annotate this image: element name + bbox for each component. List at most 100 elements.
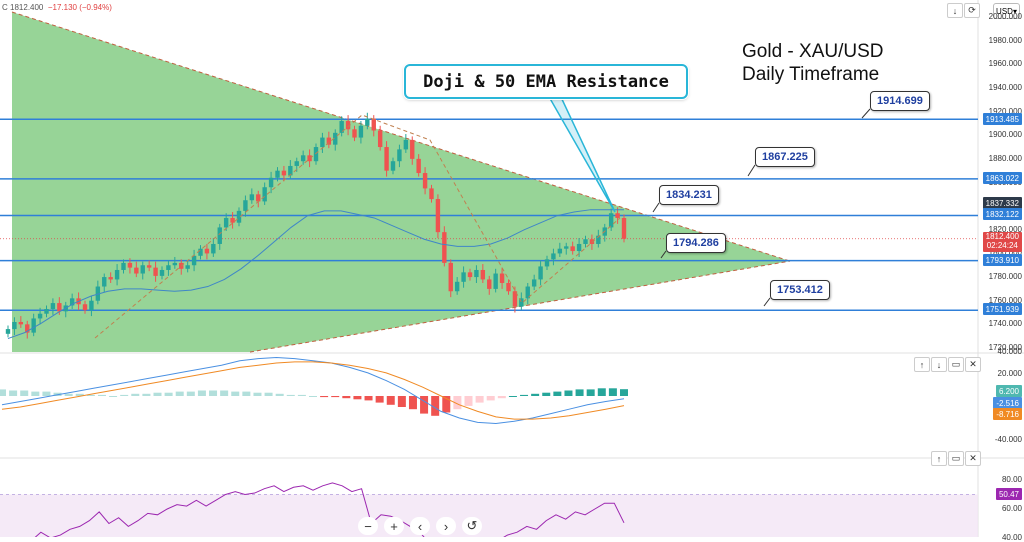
- candle-body: [121, 262, 126, 270]
- macd-histogram-bar: [486, 396, 495, 401]
- candle-body: [429, 188, 434, 200]
- macd-histogram-bar: [9, 390, 18, 396]
- ohlc-change: −17.130: [47, 3, 77, 12]
- candle-body: [557, 248, 563, 254]
- candle-body: [480, 269, 486, 280]
- level-label-pointer: [861, 108, 871, 119]
- macd-histogram-bar: [253, 392, 262, 396]
- price-axis-tick: 1940.000: [988, 82, 1022, 92]
- macd-histogram-bar: [520, 394, 529, 396]
- candle-body: [345, 121, 351, 130]
- reset-view-button[interactable]: ↺: [462, 517, 482, 535]
- macd-histogram-bar: [297, 394, 306, 396]
- zoom-in-button[interactable]: +: [384, 517, 404, 535]
- price-axis-tick: 1720.000: [988, 343, 1022, 352]
- candle-body: [249, 194, 255, 201]
- price-axis-tick: 2000.000: [988, 12, 1022, 21]
- macd-histogram-bar: [64, 393, 73, 396]
- scroll-left-button[interactable]: ‹: [410, 517, 430, 535]
- macd-histogram-bar: [542, 392, 551, 396]
- macd-histogram-bar: [275, 393, 284, 396]
- chart-title: Gold - XAU/USD Daily Timeframe: [742, 40, 883, 86]
- candle-body: [531, 279, 537, 287]
- candle-body: [435, 199, 441, 233]
- candle-body: [326, 137, 332, 145]
- macd-histogram-bar: [497, 396, 506, 399]
- price-axis-tick: 1980.000: [988, 35, 1022, 45]
- macd-histogram-bar: [531, 393, 540, 396]
- candle-body: [146, 265, 152, 268]
- level-label-1834: 1834.231: [659, 185, 719, 205]
- macd-histogram-bar: [608, 388, 617, 396]
- macd-histogram-bar: [164, 392, 173, 396]
- zoom-out-button[interactable]: −: [358, 517, 378, 535]
- rsi-up-button[interactable]: ↑: [931, 451, 947, 466]
- candle-body: [576, 243, 582, 252]
- candle-body: [153, 267, 158, 276]
- candle-body: [538, 266, 543, 280]
- macd-maximize-button[interactable]: ▭: [948, 357, 964, 372]
- scroll-right-button[interactable]: ›: [436, 517, 456, 535]
- rsi-maximize-button[interactable]: ▭: [948, 451, 964, 466]
- macd-signal-tag: -8.716: [993, 408, 1022, 420]
- price-tag-1863: 1863.022: [982, 172, 1022, 184]
- level-label-pointer: [660, 250, 667, 259]
- macd-histogram-bar: [331, 396, 340, 398]
- candle-body: [134, 267, 139, 274]
- macd-axis-tick: 20.000: [997, 369, 1022, 378]
- level-label-1867: 1867.225: [755, 147, 815, 167]
- candle-body: [236, 210, 242, 223]
- price-tag-1913: 1913.485: [982, 113, 1022, 125]
- candle-body: [268, 177, 274, 188]
- maximize-button[interactable]: ⟳: [964, 3, 980, 18]
- candle-body: [608, 213, 614, 228]
- price-tag-1793: 1793.910: [982, 254, 1022, 266]
- macd-histogram-bar: [20, 390, 29, 396]
- macd-histogram-bar: [353, 396, 362, 400]
- candle-body: [185, 265, 190, 269]
- candle-body: [50, 303, 56, 309]
- price-tag-1832: 1832.122: [982, 208, 1022, 220]
- candle-body: [410, 139, 415, 159]
- candle-body: [512, 291, 518, 307]
- candle-body: [307, 155, 312, 162]
- candle-body: [525, 286, 530, 299]
- candle-body: [114, 269, 120, 280]
- rsi-axis-tick: 80.00: [1001, 475, 1022, 484]
- macd-histogram-bar: [553, 391, 562, 396]
- candle-body: [377, 130, 383, 148]
- rsi-close-button[interactable]: ✕: [965, 451, 981, 466]
- candle-body: [442, 232, 447, 263]
- candle-body: [551, 253, 556, 260]
- candle-body: [544, 259, 550, 267]
- candle-body: [140, 265, 145, 274]
- candle-body: [25, 324, 30, 333]
- swing-zigzag: [94, 114, 621, 339]
- candle-body: [288, 165, 293, 176]
- candle-body: [519, 298, 524, 307]
- macd-histogram-bar: [209, 390, 218, 396]
- candle-body: [37, 313, 43, 319]
- candle-body: [487, 279, 492, 289]
- macd-down-button[interactable]: ↓: [931, 357, 947, 372]
- macd-histogram-bar: [397, 396, 406, 407]
- current-price: 1812.400: [985, 232, 1019, 241]
- ohlc-readout: C 1812.400 −17.130 (−0.94%): [2, 3, 112, 12]
- rsi-value-tag: 50.47: [995, 488, 1022, 500]
- scroll-down-button[interactable]: ↓: [947, 3, 963, 18]
- macd-histogram-bar: [442, 396, 451, 413]
- macd-histogram-bar: [375, 396, 384, 403]
- candle-body: [211, 243, 216, 254]
- macd-up-button[interactable]: ↑: [914, 357, 930, 372]
- macd-close-button[interactable]: ✕: [965, 357, 981, 372]
- candle-body: [339, 121, 344, 133]
- rsi-axis-tick: 40.00: [1001, 533, 1022, 542]
- candle-body: [621, 217, 627, 239]
- title-line-2: Daily Timeframe: [742, 64, 880, 85]
- currency-selector[interactable]: USD ▾: [993, 3, 1020, 19]
- candle-body: [243, 200, 248, 211]
- doji-callout: Doji & 50 EMA Resistance: [404, 64, 688, 99]
- price-axis-tick: 1740.000: [988, 319, 1022, 329]
- candle-body: [448, 262, 453, 292]
